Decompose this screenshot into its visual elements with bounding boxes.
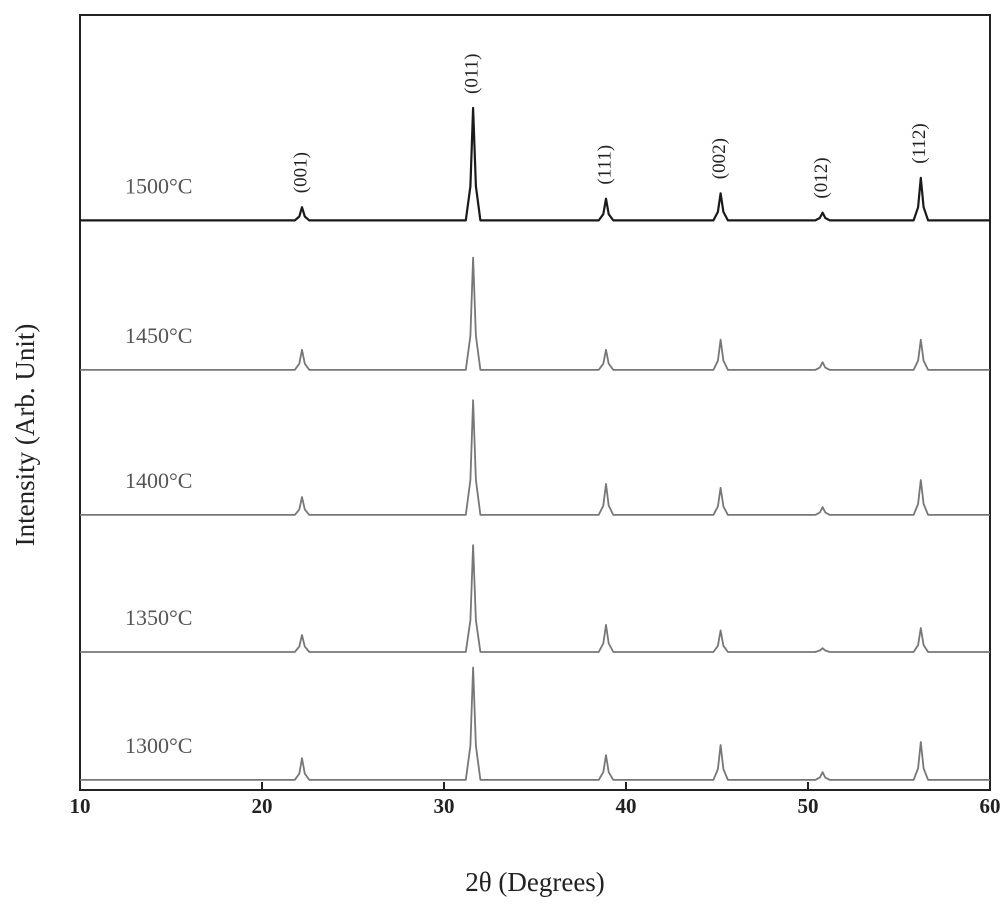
series-label: 1400°C bbox=[125, 468, 192, 493]
x-tick-label: 20 bbox=[252, 794, 273, 818]
plot-frame bbox=[79, 14, 991, 791]
peak-label: (012) bbox=[811, 157, 832, 198]
series-label: 1500°C bbox=[125, 173, 192, 198]
x-axis-label: 2θ (Degrees) bbox=[465, 867, 605, 897]
peak-label: (002) bbox=[709, 138, 730, 179]
peak-label: (001) bbox=[290, 152, 311, 193]
peak-label: (112) bbox=[909, 123, 930, 163]
x-tick-label: 30 bbox=[434, 794, 455, 818]
series-label: 1350°C bbox=[125, 605, 192, 630]
series-label: 1300°C bbox=[125, 733, 192, 758]
y-axis-label: Intensity (Arb. Unit) bbox=[10, 324, 40, 547]
x-tick-label: 50 bbox=[798, 794, 819, 818]
xrd-trace bbox=[80, 106, 990, 222]
xrd-trace bbox=[80, 256, 990, 371]
xrd-trace bbox=[80, 399, 990, 516]
peak-label: (011) bbox=[461, 54, 482, 94]
peak-label: (111) bbox=[594, 145, 615, 185]
x-tick-label: 60 bbox=[980, 794, 1001, 818]
xrd-trace bbox=[80, 544, 990, 653]
x-tick-label: 10 bbox=[70, 794, 91, 818]
series-label: 1450°C bbox=[125, 323, 192, 348]
xrd-trace bbox=[80, 666, 990, 781]
x-tick-label: 40 bbox=[616, 794, 637, 818]
